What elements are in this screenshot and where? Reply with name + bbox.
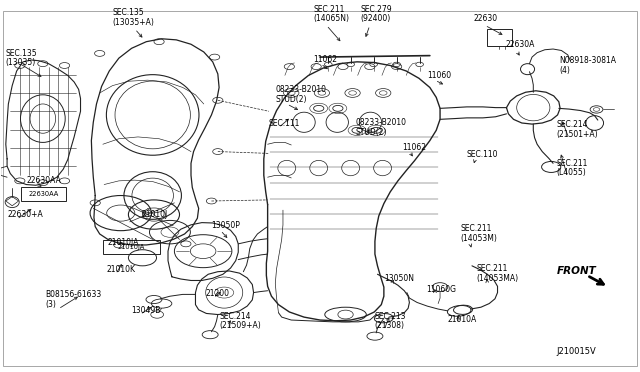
Text: N08918-3081A
(4): N08918-3081A (4) (559, 56, 616, 75)
Text: 21200: 21200 (205, 289, 229, 298)
Text: 22630AA: 22630AA (28, 191, 59, 197)
Text: J210015V: J210015V (556, 347, 596, 356)
Text: 11062: 11062 (314, 55, 338, 64)
Text: SEC.135
(13035+A): SEC.135 (13035+A) (113, 8, 154, 27)
Text: SEC.135
(13035): SEC.135 (13035) (6, 49, 37, 67)
Text: SEC.110: SEC.110 (467, 150, 499, 159)
Bar (487, 29, 511, 46)
Text: 21010JA: 21010JA (108, 238, 140, 247)
Text: 13050P: 13050P (211, 221, 240, 230)
Text: 08233-B2010
STUD(2): 08233-B2010 STUD(2) (275, 85, 326, 104)
Bar (21, 187, 66, 201)
Text: SEC.211
(14065N): SEC.211 (14065N) (314, 5, 349, 23)
Text: 22630: 22630 (473, 15, 497, 23)
Text: SEC.211
(14053MA): SEC.211 (14053MA) (476, 264, 518, 283)
Text: 21010JA: 21010JA (118, 244, 145, 250)
Text: SEC.213
(21308): SEC.213 (21308) (374, 312, 406, 330)
Text: 13049B: 13049B (132, 305, 161, 315)
Text: 22630AA: 22630AA (26, 176, 61, 185)
Text: 11060: 11060 (428, 71, 451, 80)
Text: 11060G: 11060G (426, 285, 456, 294)
Text: 21010K: 21010K (106, 265, 135, 274)
Bar (103, 240, 161, 254)
Text: 21010A: 21010A (448, 315, 477, 324)
Text: 22630A: 22630A (505, 40, 534, 49)
Text: SEC.211
(14053M): SEC.211 (14053M) (461, 224, 497, 243)
Text: B08156-61633
(3): B08156-61633 (3) (45, 290, 102, 309)
Text: FRONT: FRONT (556, 266, 596, 276)
Text: 21010J: 21010J (141, 210, 168, 219)
Text: SEC.214
(21501+A): SEC.214 (21501+A) (556, 120, 598, 139)
Text: SEC.214
(21509+A): SEC.214 (21509+A) (220, 312, 262, 330)
Text: SEC.211
(L4055): SEC.211 (L4055) (556, 158, 588, 177)
Text: 08233-B2010
STUD(2): 08233-B2010 STUD(2) (355, 118, 406, 137)
Text: 13050N: 13050N (384, 275, 414, 283)
Text: SEC.111: SEC.111 (269, 119, 300, 128)
Text: SEC.279
(92400): SEC.279 (92400) (360, 5, 392, 23)
Text: 11062: 11062 (402, 142, 426, 151)
Text: 22630+A: 22630+A (7, 210, 43, 219)
